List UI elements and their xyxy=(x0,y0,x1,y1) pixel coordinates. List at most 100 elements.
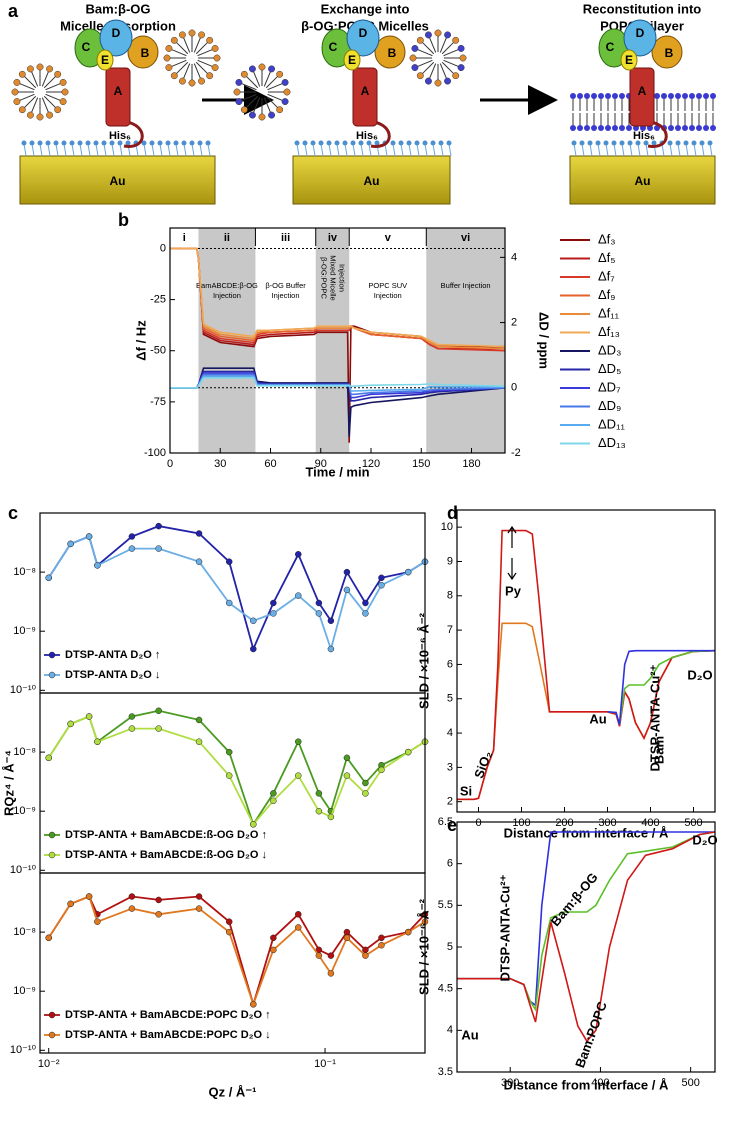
data-point xyxy=(315,599,323,607)
his-loop xyxy=(647,120,668,148)
legend-label: DTSP-ANTA + BamABCDE:ß-OG D₂O ↓ xyxy=(65,849,267,861)
gold-substrate xyxy=(19,155,216,205)
data-point xyxy=(67,540,74,548)
x-axis-label: Distance from interface / Å xyxy=(504,825,669,840)
y-tick-label: 8 xyxy=(447,590,453,602)
micelle-head xyxy=(59,78,67,86)
domain-d xyxy=(623,19,657,57)
micelle-tail xyxy=(171,49,187,57)
sam-tail xyxy=(701,143,705,157)
sam-tail xyxy=(87,143,91,157)
micelle-tail xyxy=(197,49,213,57)
domain-b xyxy=(651,35,683,69)
micelle-head xyxy=(11,88,19,96)
micelle-tail xyxy=(441,42,454,55)
x-tick-label: 100 xyxy=(512,817,530,829)
sam-head xyxy=(643,140,649,146)
sam-head xyxy=(683,140,689,146)
x-axis-label: Distance from interface / Å xyxy=(504,1077,669,1092)
micelle-head xyxy=(457,44,465,52)
micelle-head xyxy=(13,78,21,86)
plot-frame xyxy=(456,509,716,813)
data-point xyxy=(155,707,162,715)
legend-label: ΔD₁₁ xyxy=(598,416,625,431)
sam-head xyxy=(157,140,163,146)
sam-head xyxy=(37,140,43,146)
data-point xyxy=(315,790,323,797)
lipid-head xyxy=(612,125,618,131)
legend-label: DTSP-ANTA D₂O ↓ xyxy=(65,669,160,681)
data-point xyxy=(45,754,52,762)
phase-annotation: Mixed Micelle xyxy=(328,255,337,300)
micelle-head xyxy=(258,113,266,121)
sam-tail xyxy=(677,143,681,157)
micelle-head xyxy=(211,44,219,52)
data-point xyxy=(378,574,385,582)
y2-tick-label: -2 xyxy=(511,447,521,459)
data-point xyxy=(195,716,203,724)
sam-head xyxy=(29,140,35,146)
y2-tick-label: 4 xyxy=(511,251,517,263)
micelle-tail xyxy=(439,63,447,79)
micelle-head xyxy=(281,98,289,106)
micelle-head xyxy=(61,88,69,96)
data-point xyxy=(327,645,335,653)
micelle-head xyxy=(211,64,219,72)
y-tick-label: 6 xyxy=(447,658,453,670)
y-axis-label: SLD / ×10⁻⁶ Å⁻² xyxy=(416,612,431,709)
sam-head xyxy=(366,140,372,146)
data-point xyxy=(362,599,369,607)
data-point xyxy=(295,911,302,918)
phase-annotation: Injection xyxy=(374,291,402,300)
y-tick-label: 4.5 xyxy=(438,983,453,995)
stage-title: Bam:β-OG xyxy=(86,1,151,16)
micelle-head xyxy=(452,72,460,80)
sam-head xyxy=(707,140,713,146)
domain-e xyxy=(96,49,114,71)
micelle-head xyxy=(198,77,206,85)
sam-tail xyxy=(344,143,348,157)
y-axis-label: SLD / ×10⁻⁶ Å⁻² xyxy=(416,898,431,995)
data-point xyxy=(295,592,302,599)
domain-label: B xyxy=(388,46,397,60)
micelle-head xyxy=(444,31,452,39)
y-tick-label: -50 xyxy=(150,345,166,357)
data-point xyxy=(315,610,323,617)
sam-tail xyxy=(597,143,601,157)
sam-tail xyxy=(143,143,147,157)
micelle-tail xyxy=(31,97,39,113)
sam-head xyxy=(587,140,593,146)
sam-head xyxy=(173,140,179,146)
profile-label: Au xyxy=(589,711,606,726)
y-tick-label: 0 xyxy=(160,242,166,254)
y-tick-label: 2 xyxy=(447,796,453,808)
profile-label: Py xyxy=(505,583,522,598)
sam-tail xyxy=(384,143,388,157)
his-tag-label: His₆ xyxy=(633,130,655,142)
micelle-tail xyxy=(176,42,189,55)
domain-b xyxy=(127,35,159,69)
micelle-head xyxy=(452,36,460,44)
plot-frame xyxy=(169,227,506,454)
data-point xyxy=(295,551,302,558)
profile-label: D₂O xyxy=(692,832,717,847)
sam-tail xyxy=(55,143,59,157)
micelle-head xyxy=(268,111,276,119)
shaded-region xyxy=(315,228,350,453)
sam-tail xyxy=(408,143,412,157)
sam-tail xyxy=(613,143,617,157)
sam-head xyxy=(398,140,404,146)
phase-label: iv xyxy=(328,232,338,244)
micelle-tail xyxy=(24,95,37,108)
sam-tail xyxy=(175,143,179,157)
sam-head xyxy=(358,140,364,146)
micelle-head xyxy=(258,63,266,71)
y-tick-label: 10⁻¹⁰ xyxy=(10,1044,37,1056)
data-point xyxy=(45,934,52,942)
micelle-tail xyxy=(241,93,257,101)
data-point xyxy=(225,918,233,925)
sam-head xyxy=(117,140,123,146)
lipid-head xyxy=(675,93,681,99)
y-tick-label: -25 xyxy=(150,293,166,305)
